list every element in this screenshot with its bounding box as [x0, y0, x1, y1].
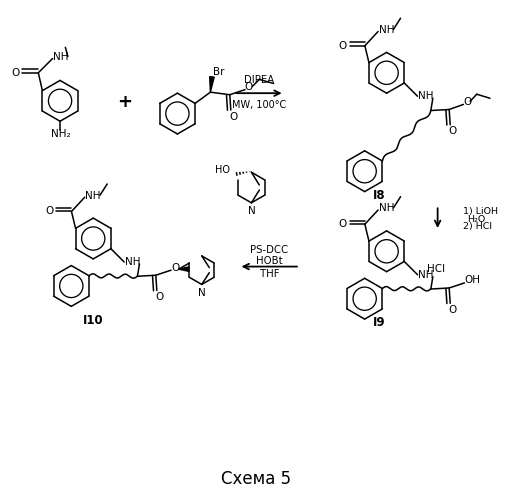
- Text: O: O: [171, 262, 180, 272]
- Text: DIPEA: DIPEA: [244, 76, 274, 86]
- Text: H₂O: H₂O: [467, 214, 485, 224]
- Polygon shape: [210, 76, 214, 92]
- Text: NH: NH: [418, 270, 433, 280]
- Text: NH: NH: [379, 204, 394, 214]
- Text: O: O: [463, 97, 471, 107]
- Text: NH: NH: [53, 52, 69, 62]
- Text: N: N: [198, 288, 206, 298]
- Text: 2) HCl: 2) HCl: [463, 222, 492, 232]
- Text: I10: I10: [83, 314, 104, 326]
- Text: NH: NH: [379, 25, 394, 35]
- Text: NH: NH: [125, 257, 140, 267]
- Text: MW, 100°C: MW, 100°C: [232, 100, 286, 110]
- Text: O: O: [11, 68, 19, 78]
- Text: Схема 5: Схема 5: [222, 470, 291, 488]
- Text: OH: OH: [464, 276, 480, 285]
- Text: O: O: [245, 82, 253, 92]
- Text: O: O: [155, 292, 164, 302]
- Text: O: O: [339, 219, 347, 229]
- Text: HOBt: HOBt: [256, 256, 283, 266]
- Text: +: +: [117, 93, 132, 111]
- Text: PS-DCC: PS-DCC: [250, 244, 288, 254]
- Text: O: O: [229, 112, 238, 122]
- Text: NH₂: NH₂: [51, 130, 71, 140]
- Text: NH: NH: [418, 91, 433, 101]
- Text: O: O: [449, 305, 457, 315]
- Text: HCl: HCl: [427, 264, 445, 274]
- Text: O: O: [339, 41, 347, 51]
- Text: I8: I8: [372, 188, 385, 202]
- Text: N: N: [248, 206, 255, 216]
- Text: HO: HO: [215, 165, 230, 175]
- Text: NH: NH: [85, 190, 101, 200]
- Text: Br: Br: [213, 67, 225, 77]
- Text: O: O: [46, 206, 54, 216]
- Text: 1) LiOH: 1) LiOH: [463, 207, 498, 216]
- Text: I9: I9: [372, 316, 385, 329]
- Text: THF: THF: [260, 269, 279, 279]
- Text: O: O: [449, 126, 457, 136]
- Polygon shape: [179, 267, 189, 272]
